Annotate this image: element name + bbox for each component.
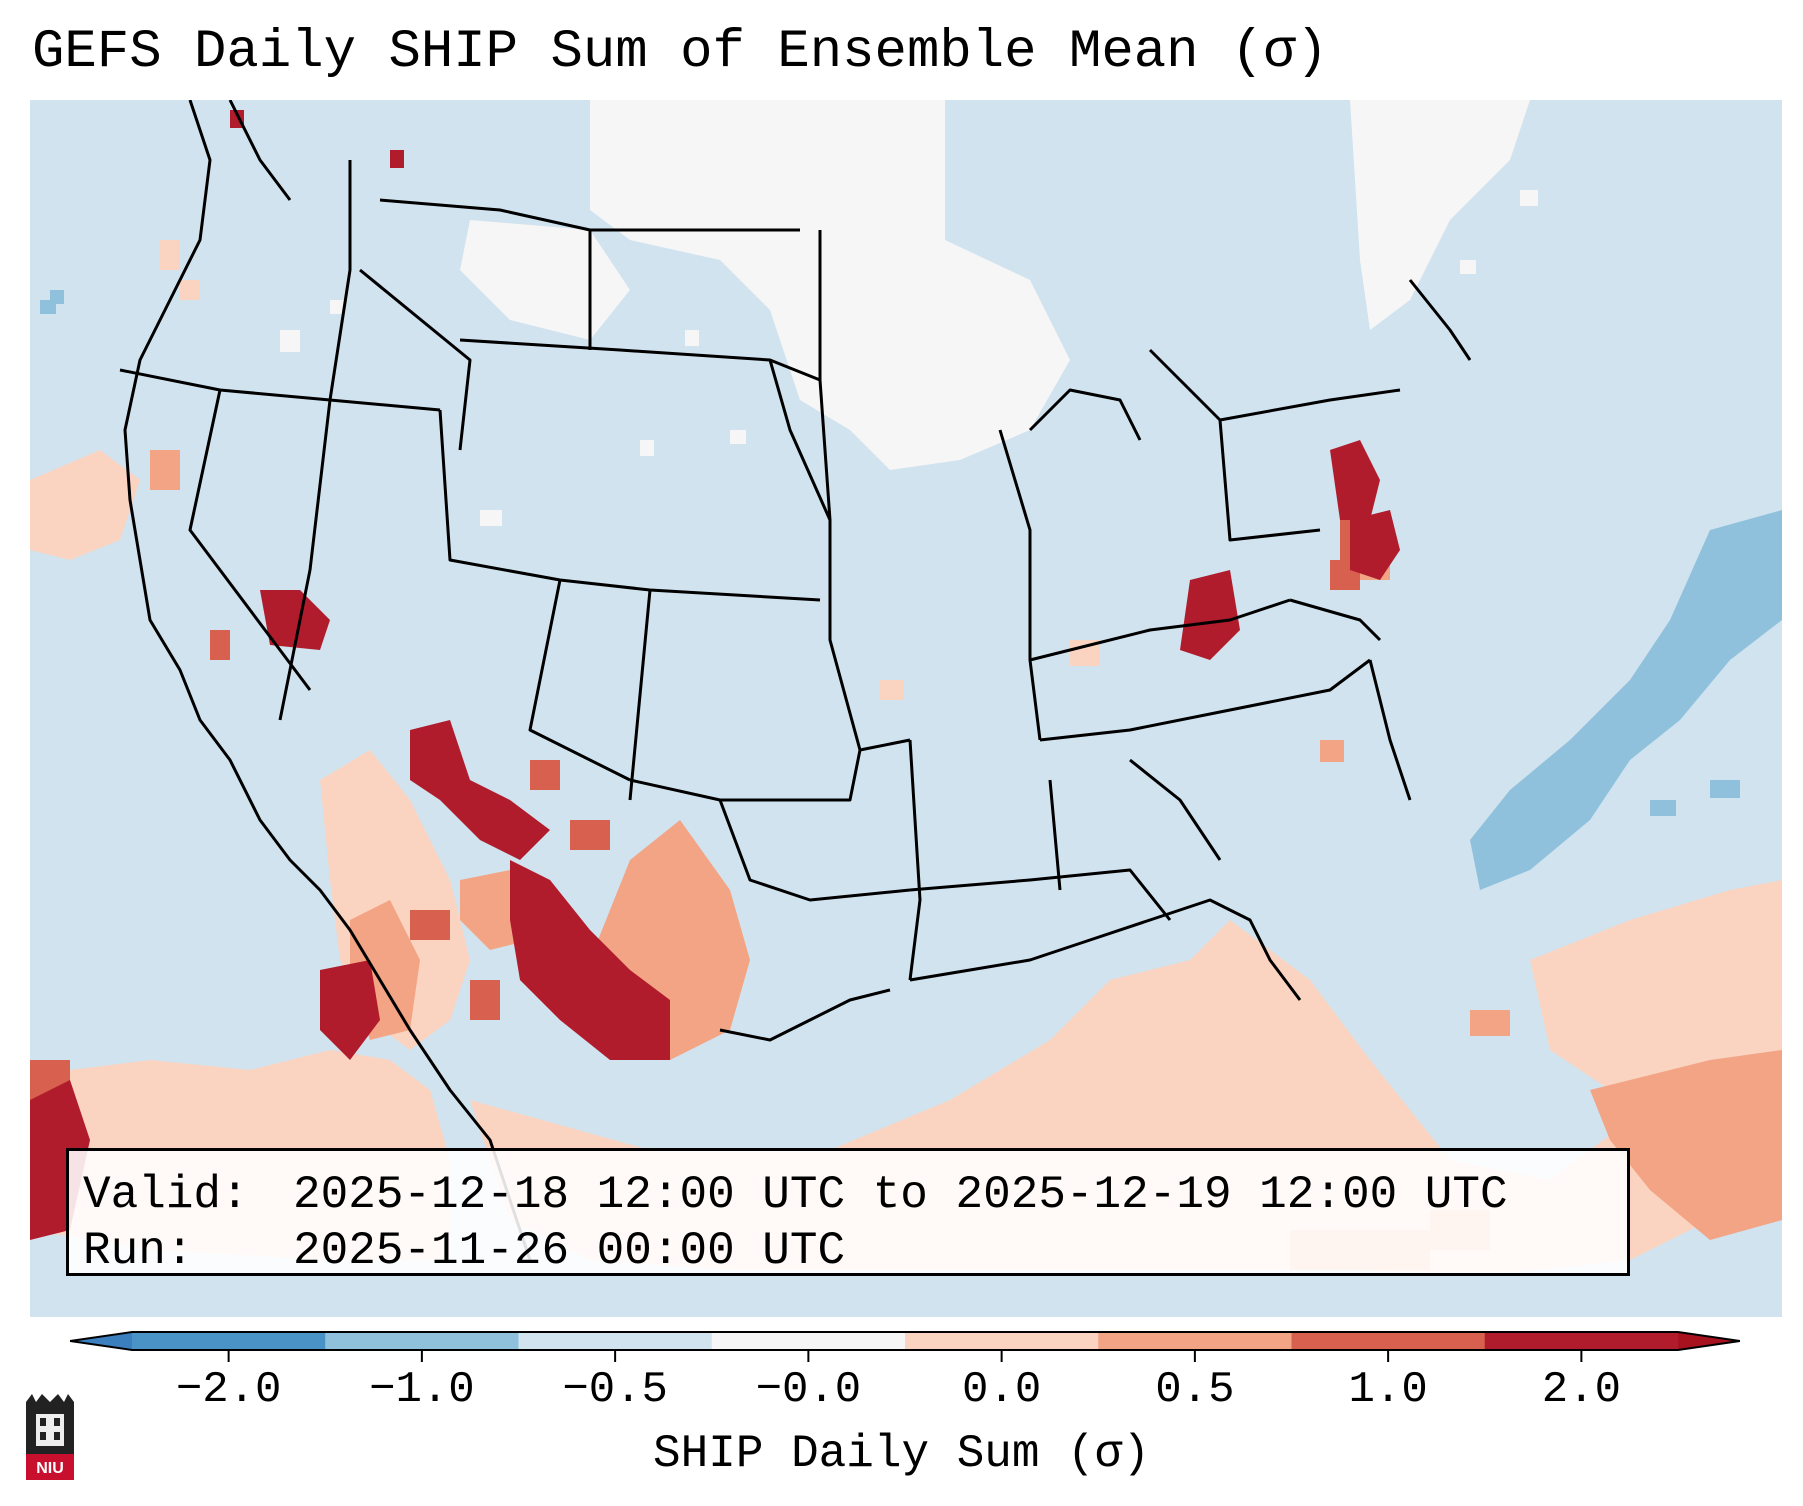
colorbar-segment xyxy=(905,1332,1099,1350)
map-title: GEFS Daily SHIP Sum of Ensemble Mean (σ) xyxy=(32,22,1329,83)
negative-anomaly-field xyxy=(40,290,1782,890)
colorbar-tick-label: 0.0 xyxy=(962,1365,1042,1415)
colorbar-segment xyxy=(1484,1332,1679,1350)
political-boundaries xyxy=(119,100,1472,1261)
valid-label: Valid: xyxy=(83,1169,249,1221)
colorbar-tick-label: 1.0 xyxy=(1348,1365,1428,1415)
colorbar-tick-label: −0.0 xyxy=(755,1365,862,1415)
valid-value: 2025-12-18 12:00 UTC to 2025-12-19 12:00… xyxy=(293,1169,1508,1221)
colorbar xyxy=(70,1331,1740,1362)
colorbar-tick-label: −1.0 xyxy=(369,1365,475,1415)
niu-logo: NIU xyxy=(26,1394,74,1480)
colorbar-segment xyxy=(1098,1332,1292,1350)
colorbar-tick-label: 0.5 xyxy=(1155,1365,1235,1415)
near-zero-field xyxy=(280,100,1538,526)
colorbar-extend-high xyxy=(1678,1332,1740,1350)
run-value: 2025-11-26 00:00 UTC xyxy=(293,1225,846,1277)
validity-info-box: Valid: 2025-12-18 12:00 UTC to 2025-12-19… xyxy=(66,1148,1630,1277)
colorbar-segment xyxy=(711,1332,906,1350)
colorbar-tick-label: −2.0 xyxy=(175,1365,282,1415)
colorbar-tick-label: 2.0 xyxy=(1541,1365,1621,1415)
colorbar-label: SHIP Daily Sum (σ) xyxy=(653,1428,1150,1480)
colorbar-tick-label: −0.5 xyxy=(562,1365,668,1415)
run-label: Run: xyxy=(83,1225,194,1277)
extreme-positive-field xyxy=(30,110,1400,1240)
colorbar-extend-low xyxy=(70,1332,132,1350)
colorbar-segment xyxy=(518,1332,713,1350)
map-panel xyxy=(30,100,1782,1317)
colorbar-segment xyxy=(1291,1332,1486,1350)
colorbar-segment xyxy=(132,1332,326,1350)
colorbar-segment xyxy=(325,1332,519,1350)
niu-logo-text: NIU xyxy=(36,1460,64,1477)
colorbar-outline xyxy=(70,1331,1740,1351)
